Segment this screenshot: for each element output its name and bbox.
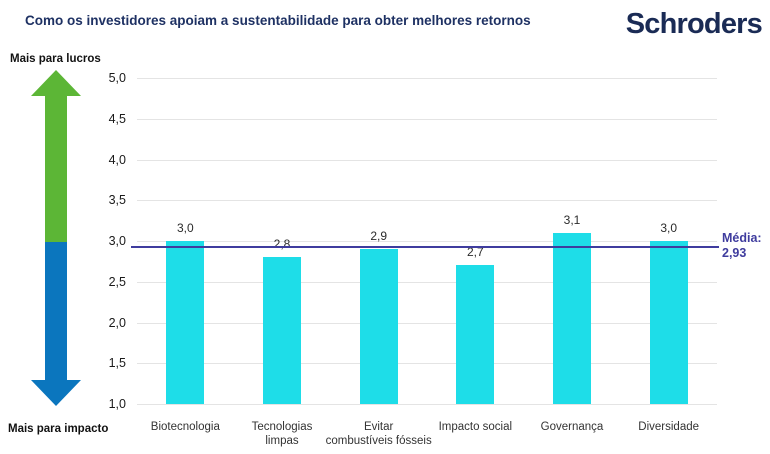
y-axis-tick-label: 1,0	[108, 397, 126, 411]
y-axis-tick-label: 2,0	[108, 315, 126, 330]
gridline	[137, 78, 717, 79]
page-title: Como os investidores apoiam a sustentabi…	[25, 13, 531, 28]
gridline	[137, 281, 717, 283]
gridline	[137, 363, 717, 365]
x-axis-category-label: Biotecnologia	[150, 421, 220, 433]
y-axis-tick-label: 3,5	[108, 193, 126, 208]
mean-reference-line	[131, 245, 719, 248]
bar	[263, 257, 301, 404]
bar-value-label: 3,0	[660, 221, 677, 235]
y-axis-tick-label: 2,5	[108, 274, 126, 289]
bar-value-label: 3,1	[563, 212, 581, 227]
bar	[166, 241, 205, 404]
bar-value-label: 2,8	[273, 237, 291, 252]
mean-label-title: Média:	[722, 231, 762, 245]
y-axis-tick-label: 3,0	[108, 234, 126, 248]
arrow-down-blue-icon	[31, 242, 81, 406]
y-axis-tick-label: 4,0	[108, 152, 126, 167]
gridline	[137, 200, 717, 202]
profit-impact-arrow-icon	[31, 70, 81, 406]
x-axis-category-label: Diversidade	[638, 421, 700, 433]
bar	[456, 265, 495, 404]
more-impact-label: Mais para impacto	[8, 423, 109, 435]
gridline	[137, 159, 717, 161]
arrow-up-green-icon	[31, 70, 81, 242]
y-axis-tick-label: 5,0	[108, 71, 126, 85]
gridline	[137, 118, 717, 120]
bar	[649, 241, 688, 404]
gridline	[137, 404, 717, 405]
y-axis-tick-label: 1,5	[108, 356, 126, 371]
mean-label: Média: 2,93	[722, 231, 770, 261]
x-axis-category-label: Evitar combustíveis fósseis	[325, 421, 432, 447]
schroders-logo: Schroders	[625, 8, 763, 40]
x-axis-category-label: Tecnologias limpas	[251, 421, 313, 447]
gridline	[137, 241, 717, 242]
mean-label-value: 2,93	[722, 246, 747, 260]
x-axis-category-label: Governança	[540, 421, 604, 433]
gridline	[137, 322, 717, 324]
more-profit-label: Mais para lucros	[10, 53, 101, 65]
y-axis-tick-label: 4,5	[108, 111, 126, 126]
bar-value-label: 2,9	[370, 229, 387, 244]
bar	[553, 232, 591, 404]
x-axis-category-label: Impacto social	[438, 421, 513, 433]
bar	[359, 249, 398, 404]
bar-value-label: 2,7	[466, 245, 484, 260]
bar-value-label: 3,0	[176, 221, 194, 235]
